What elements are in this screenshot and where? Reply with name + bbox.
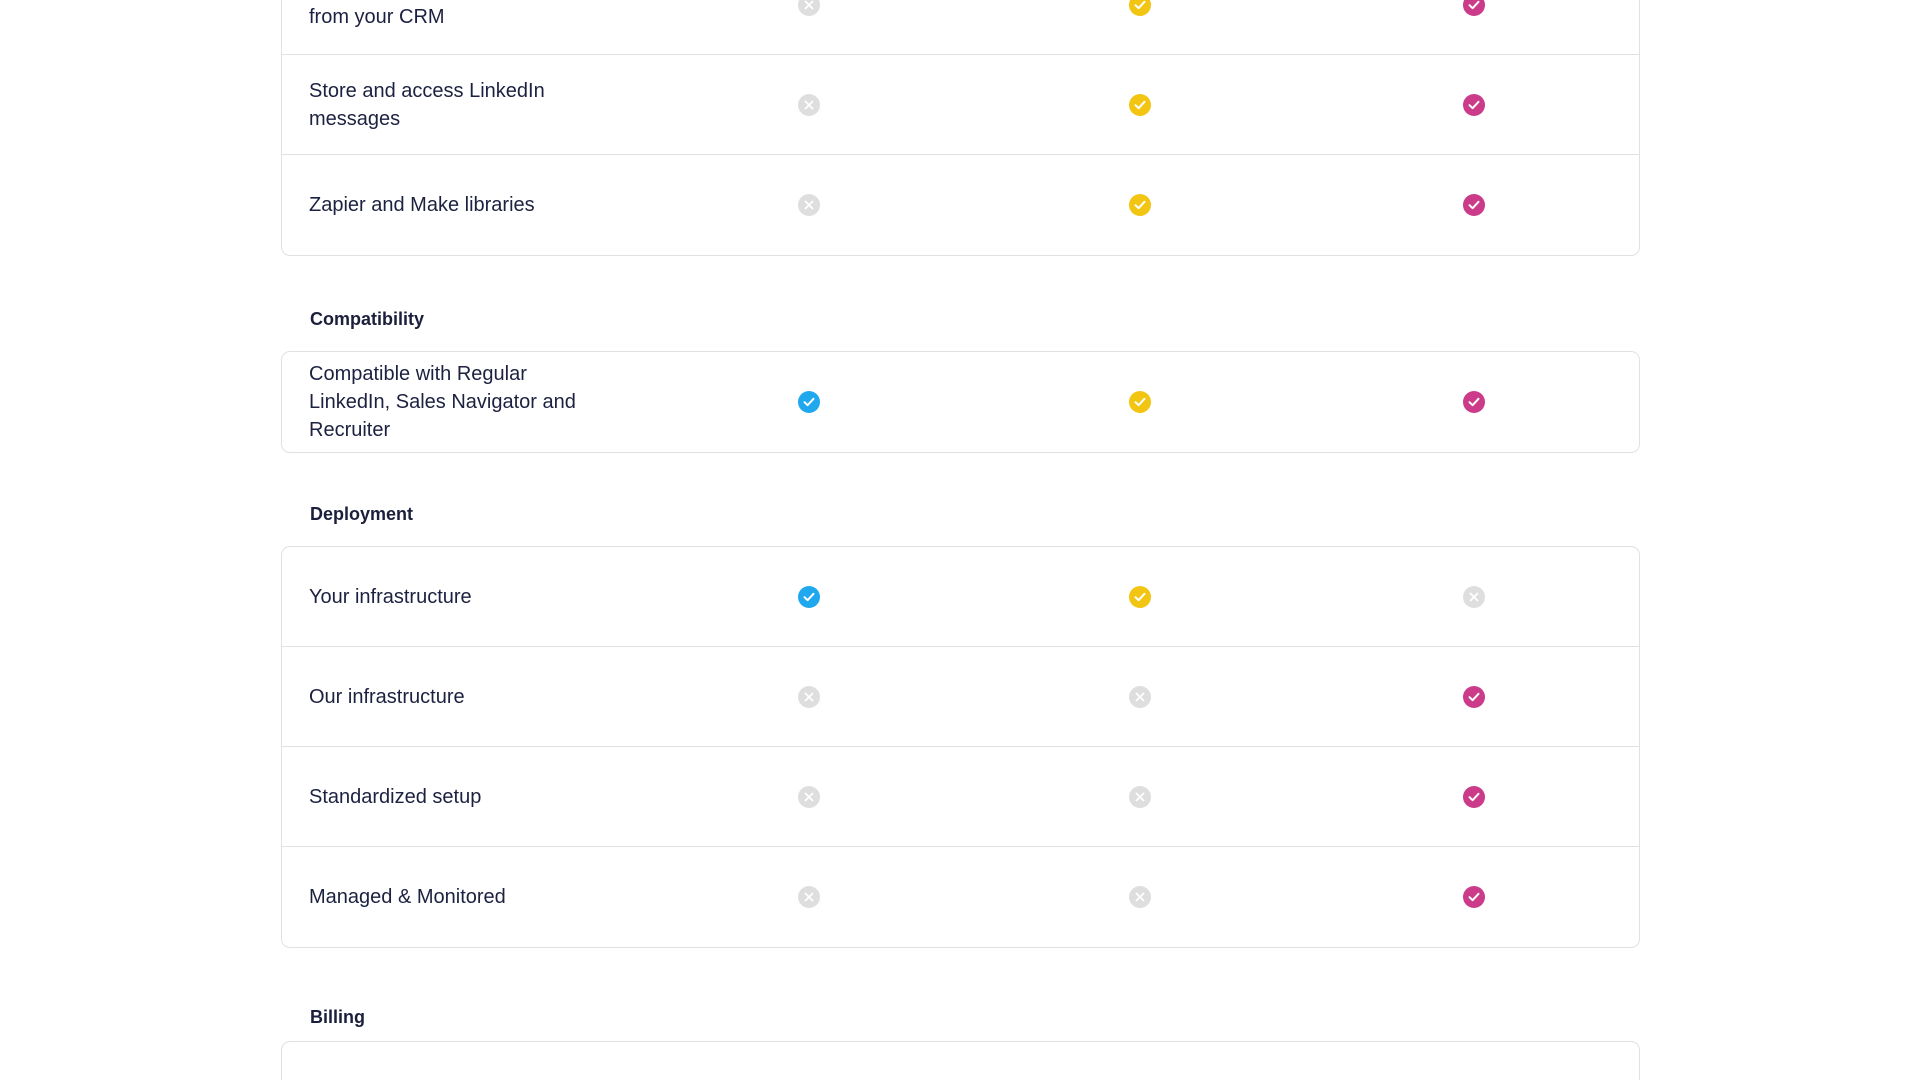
feature-label: Standardized setup: [309, 785, 482, 808]
feature-label: from your CRM: [309, 6, 445, 28]
feature-row: Zapier and Make libraries: [282, 155, 1639, 255]
feature-row: Your infrastructure: [282, 547, 1639, 647]
check-icon: [798, 391, 820, 413]
feature-label: Zapier and Make libraries: [309, 194, 535, 216]
check-icon: [1463, 685, 1485, 708]
feature-row: Standardized setup: [282, 747, 1639, 847]
feature-row: from your CRM: [282, 0, 1639, 55]
feature-row: Our infrastructure: [282, 647, 1639, 747]
feature-card-integrations: from your CRM Store and access LinkedIn …: [281, 0, 1640, 256]
feature-row: Managed & Monitored: [282, 847, 1639, 947]
section-heading-deployment: Deployment: [310, 504, 414, 524]
unavailable-x-icon: [798, 685, 820, 708]
unavailable-x-icon: [1129, 886, 1151, 908]
check-icon: [1129, 194, 1151, 216]
unavailable-x-icon: [1463, 585, 1485, 608]
feature-label: Our infrastructure: [309, 685, 465, 708]
feature-card-compatibility: Compatible with Regular LinkedIn, Sales …: [281, 351, 1640, 453]
feature-label: Your infrastructure: [309, 585, 472, 608]
unavailable-x-icon: [1129, 785, 1151, 808]
section-heading-compatibility: Compatibility: [310, 309, 425, 329]
feature-label: Compatible with Regular LinkedIn, Sales …: [309, 363, 576, 441]
feature-row: Store and access LinkedIn messages: [282, 55, 1639, 155]
unavailable-x-icon: [798, 0, 820, 16]
unavailable-x-icon: [798, 194, 820, 216]
check-icon: [1463, 785, 1485, 808]
unavailable-x-icon: [798, 785, 820, 808]
section-heading-billing: Billing: [310, 1007, 365, 1027]
feature-label: Managed & Monitored: [309, 886, 506, 908]
feature-card-deployment: Your infrastructure Our infrastructure S…: [281, 546, 1640, 948]
check-icon: [1463, 886, 1485, 908]
check-icon: [1463, 93, 1485, 116]
unavailable-x-icon: [798, 93, 820, 116]
unavailable-x-icon: [798, 886, 820, 908]
feature-row: Compatible with Regular LinkedIn, Sales …: [282, 352, 1639, 452]
check-icon: [1129, 93, 1151, 116]
check-icon: [1129, 585, 1151, 608]
feature-label: Store and access LinkedIn messages: [309, 79, 545, 130]
check-icon: [798, 585, 820, 608]
feature-card-billing: [281, 1041, 1640, 1080]
check-icon: [1463, 194, 1485, 216]
check-icon: [1129, 0, 1151, 16]
unavailable-x-icon: [1129, 685, 1151, 708]
check-icon: [1463, 0, 1485, 16]
check-icon: [1463, 391, 1485, 413]
check-icon: [1129, 391, 1151, 413]
